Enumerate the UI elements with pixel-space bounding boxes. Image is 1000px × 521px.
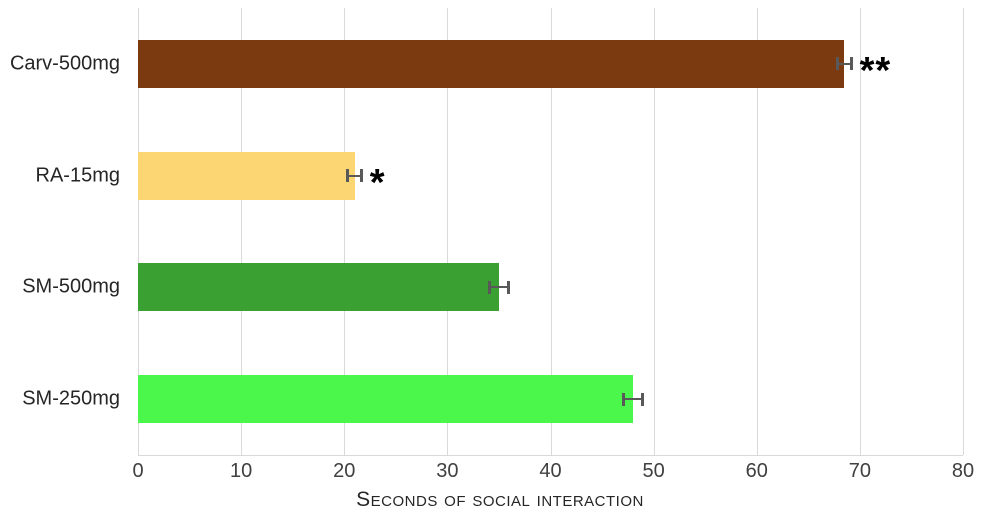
gridline: [756, 8, 758, 455]
bar: [138, 39, 845, 88]
gridline: [550, 8, 552, 455]
plot-area: ** *: [138, 8, 964, 456]
gridline: [241, 8, 243, 455]
error-bar-cap: [850, 57, 854, 71]
error-bar-cap: [640, 392, 644, 406]
gridline: [963, 8, 964, 455]
category-label: Carv-500mg: [9, 52, 120, 75]
category-labels: Carv-500mg RA-15mg SM-500mg SM-250mg: [0, 8, 130, 455]
category-label: SM-250mg: [22, 387, 120, 410]
x-tick-label: 0: [132, 460, 144, 482]
x-tick-label: 70: [848, 460, 871, 482]
bar: [138, 151, 355, 200]
x-tick-label: 30: [436, 460, 459, 482]
x-tick-label: 10: [230, 460, 253, 482]
gridline: [138, 8, 139, 455]
bar: [138, 375, 633, 424]
x-axis-title: Seconds of social interaction: [356, 488, 644, 511]
error-bar-line: [837, 62, 852, 65]
category-label: RA-15mg: [35, 164, 120, 187]
error-bar-cap: [506, 280, 510, 294]
error-bar-cap: [345, 169, 349, 183]
error-bar-cap: [622, 392, 626, 406]
error-bar-line: [623, 398, 643, 401]
error-bar-cap: [488, 280, 492, 294]
gridline: [653, 8, 655, 455]
x-tick-label: 50: [642, 460, 665, 482]
x-tick-label: 20: [333, 460, 356, 482]
category-label: SM-500mg: [22, 275, 120, 298]
error-bar-cap: [360, 169, 364, 183]
bar: [138, 263, 499, 312]
error-bar-line: [489, 286, 509, 289]
error-bar-cap: [835, 57, 839, 71]
significance-annotation: *: [369, 161, 386, 204]
significance-annotation: **: [859, 49, 892, 92]
gridline: [859, 8, 861, 455]
gridline: [344, 8, 346, 455]
gridline: [447, 8, 449, 455]
x-axis-tick-labels: 0 10 20 30 40 50 60 70 80: [132, 460, 974, 486]
error-bar-line: [347, 174, 362, 177]
x-tick-label: 40: [539, 460, 562, 482]
x-tick-label: 80: [951, 460, 975, 482]
x-tick-label: 60: [745, 460, 768, 482]
